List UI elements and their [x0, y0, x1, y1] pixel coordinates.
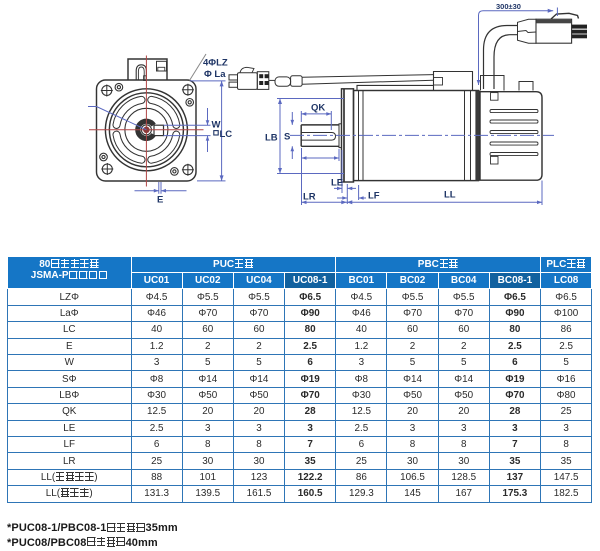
svg-text:LC: LC — [220, 129, 233, 140]
svg-text:Φ La: Φ La — [204, 69, 226, 80]
svg-text:QK: QK — [311, 103, 325, 114]
svg-text:300±30: 300±30 — [496, 2, 521, 11]
svg-text:LE: LE — [331, 178, 343, 189]
svg-text:W: W — [212, 120, 221, 131]
svg-text:LF: LF — [368, 191, 380, 202]
svg-text:LR: LR — [303, 192, 316, 203]
svg-text:4ΦLZ: 4ΦLZ — [203, 58, 228, 69]
svg-text:S: S — [284, 132, 290, 143]
svg-text:LB: LB — [265, 133, 278, 144]
svg-text:E: E — [157, 195, 163, 206]
svg-text:LL: LL — [444, 190, 456, 201]
